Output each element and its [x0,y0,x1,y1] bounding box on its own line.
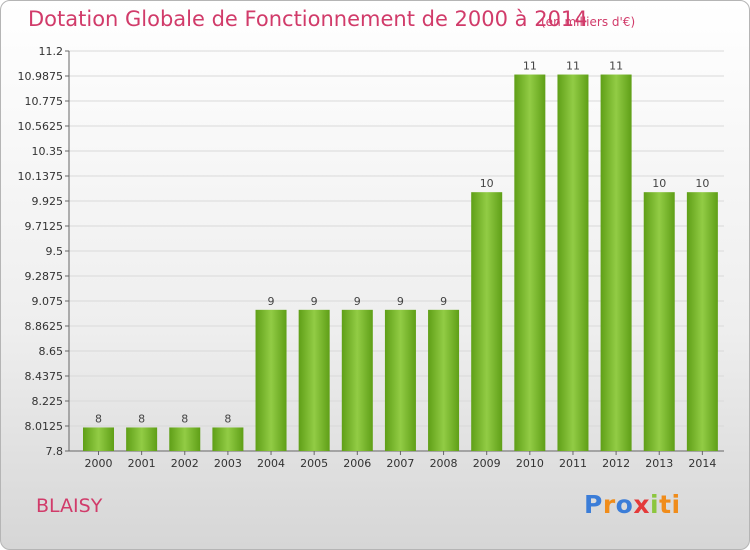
data-label-2012: 11 [609,60,623,73]
y-tick-label: 11.2 [39,45,64,58]
y-tick-label: 10.5625 [18,120,64,133]
data-label-2004: 9 [268,295,275,308]
data-label-2003: 8 [224,412,231,425]
bar-2013[interactable] [643,192,675,452]
chart-title: Dotation Globale de Fonctionnement de 20… [28,7,588,31]
data-label-2013: 10 [652,177,666,190]
x-tick-label: 2000 [85,457,113,470]
x-tick-label: 2007 [386,457,414,470]
bar-2012[interactable] [600,74,632,451]
bar-2001[interactable] [126,427,158,451]
bar-2004[interactable] [255,309,287,451]
x-tick-label: 2006 [343,457,371,470]
data-label-2007: 9 [397,295,404,308]
y-tick-label: 7.8 [46,445,64,458]
y-tick-label: 9.075 [32,295,64,308]
x-tick-label: 2010 [516,457,544,470]
y-tick-label: 9.925 [32,195,64,208]
bar-2007[interactable] [384,309,416,451]
bar-2002[interactable] [169,427,201,451]
y-tick-label: 8.225 [32,395,64,408]
data-label-2001: 8 [138,412,145,425]
x-tick-label: 2014 [688,457,716,470]
town-name: BLAISY [36,495,103,517]
y-tick-label: 8.65 [39,345,64,358]
chart-subtitle: (en milliers d'€) [541,15,636,29]
proxiti-logo[interactable]: Proxiti [584,490,681,519]
data-label-2006: 9 [354,295,361,308]
x-tick-label: 2012 [602,457,630,470]
x-tick-label: 2011 [559,457,587,470]
x-tick-label: 2005 [300,457,328,470]
y-tick-label: 10.35 [32,145,64,158]
y-tick-label: 9.2875 [25,270,64,283]
data-label-2002: 8 [181,412,188,425]
bar-2008[interactable] [428,309,460,451]
y-tick-label: 10.775 [25,95,64,108]
bar-2011[interactable] [557,74,589,451]
x-tick-label: 2009 [473,457,501,470]
bar-2014[interactable] [686,192,718,452]
bar-2010[interactable] [514,74,546,451]
data-label-2008: 9 [440,295,447,308]
x-tick-label: 2002 [171,457,199,470]
y-tick-label: 9.7125 [25,220,64,233]
bar-2006[interactable] [341,309,373,451]
data-label-2014: 10 [695,177,709,190]
x-tick-label: 2008 [430,457,458,470]
bar-2009[interactable] [471,192,503,452]
y-tick-label: 10.1375 [18,170,64,183]
y-tick-label: 9.5 [46,245,64,258]
data-label-2005: 9 [311,295,318,308]
bar-2005[interactable] [298,309,330,451]
data-label-2011: 11 [566,60,580,73]
x-tick-label: 2003 [214,457,242,470]
y-tick-label: 10.9875 [18,70,64,83]
data-label-2009: 10 [480,177,494,190]
x-tick-label: 2004 [257,457,285,470]
x-tick-label: 2013 [645,457,673,470]
y-tick-label: 8.4375 [25,370,64,383]
y-tick-label: 8.0125 [25,420,64,433]
x-tick-label: 2001 [128,457,156,470]
y-tick-label: 8.8625 [25,320,64,333]
data-label-2010: 11 [523,60,537,73]
bar-2000[interactable] [83,427,114,451]
bar-2003[interactable] [212,427,244,451]
data-label-2000: 8 [95,412,102,425]
